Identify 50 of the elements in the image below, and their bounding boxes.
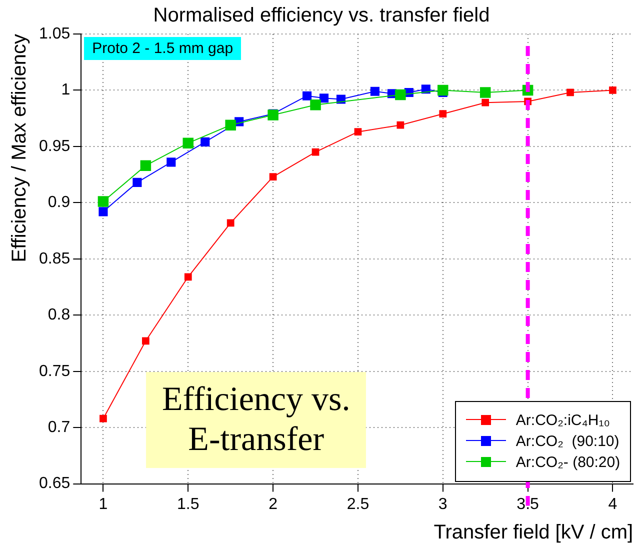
x-axis-title: Transfer field [kV / cm] (434, 522, 634, 544)
x-tick-label: 3.5 (516, 496, 540, 513)
point (226, 219, 234, 227)
point (319, 94, 329, 103)
x-tick-label: 1 (98, 496, 108, 513)
y-tick-label: 0.95 (39, 138, 70, 155)
annotation: Proto 2 - 1.5 mm gap (84, 37, 242, 60)
y-tick-label: 0.85 (39, 250, 70, 268)
point (132, 178, 142, 187)
point (480, 87, 491, 98)
x-tick-label: 3 (438, 496, 448, 513)
point (370, 86, 380, 96)
y-tick-label: 0.8 (48, 306, 70, 324)
point (98, 196, 109, 207)
point (98, 207, 108, 216)
point (312, 148, 320, 156)
point (184, 273, 192, 281)
point (302, 91, 312, 100)
annotation: Efficiency vs. E-transfer (146, 372, 366, 468)
x-tick-label: 2.5 (346, 496, 370, 513)
point (142, 337, 150, 345)
y-tick-label: 1 (61, 82, 70, 99)
y-tick-label: 0.7 (48, 418, 70, 436)
y-axis-title: Efficiency / Max efficiency (8, 34, 31, 262)
chart-title: Normalised efficiency vs. transfer field (153, 4, 490, 27)
point (166, 158, 176, 167)
legend-label: Ar:CO₂ (90:10) (516, 432, 620, 450)
point (200, 137, 210, 146)
point (566, 88, 574, 96)
y-tick-label: 0.75 (39, 362, 70, 380)
legend-label: Ar:CO₂:iC₄H₁₀ (516, 412, 610, 429)
x-tick-label: 1.5 (177, 496, 200, 513)
point (482, 98, 490, 106)
point (396, 121, 404, 129)
point (609, 86, 616, 94)
y-tick-label: 0.9 (48, 194, 70, 212)
y-tick-label: 0.65 (39, 475, 70, 492)
point (269, 173, 277, 180)
x-tick-label: 2 (268, 496, 278, 513)
point (439, 110, 447, 118)
x-tick-label: 4 (608, 496, 618, 513)
y-tick-label: 1.05 (39, 25, 70, 42)
point (100, 414, 107, 422)
point (140, 160, 152, 171)
point (182, 138, 194, 148)
point (225, 120, 236, 130)
point (310, 99, 321, 110)
legend-label: Ar:CO₂- (80:20) (516, 454, 620, 471)
point (354, 128, 362, 136)
point (395, 89, 406, 100)
